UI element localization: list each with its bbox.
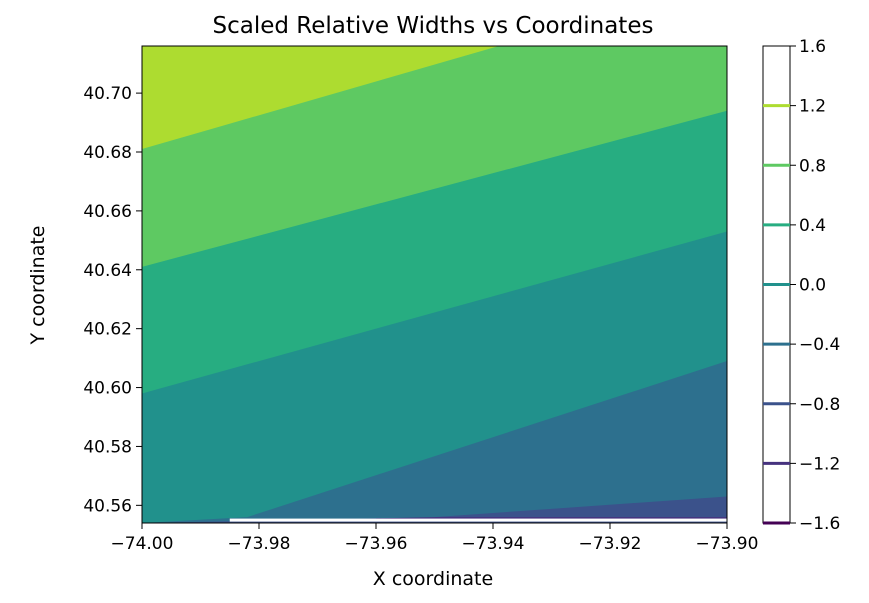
y-tick-label: 40.68 — [83, 143, 132, 163]
y-tick-label: 40.70 — [83, 84, 132, 104]
colorbar-tick-label: 0.8 — [799, 156, 826, 176]
contour-band-level-6 — [142, 46, 499, 150]
colorbar-tick-label: 0.0 — [799, 276, 826, 296]
y-tick-label: 40.58 — [83, 437, 132, 457]
x-tick-label: −73.92 — [579, 534, 642, 554]
colorbar-ticks: −1.6 −1.2 −0.8 −0.4 0.0 0.4 0.8 1.2 1.6 — [790, 37, 840, 534]
colorbar-tick-label: 1.6 — [799, 37, 826, 57]
colorbar-tick-label: −0.8 — [799, 395, 840, 415]
colorbar-tick-label: 1.2 — [799, 97, 826, 117]
contour-bands — [142, 46, 727, 523]
y-tick-label: 40.64 — [83, 261, 132, 281]
y-tick-label: 40.60 — [83, 379, 132, 399]
plot-area — [141, 45, 728, 524]
x-tick-label: −73.90 — [696, 534, 759, 554]
colorbar: −1.6 −1.2 −0.8 −0.4 0.0 0.4 0.8 1.2 1.6 — [762, 37, 840, 534]
y-tick-label: 40.66 — [83, 202, 132, 222]
colorbar-level-lines — [763, 104, 790, 525]
colorbar-tick-label: 0.4 — [799, 216, 826, 236]
colorbar-tick-label: −1.2 — [799, 454, 840, 474]
x-tick-label: −73.94 — [462, 534, 525, 554]
colorbar-tick-label: −0.4 — [799, 335, 840, 355]
x-axis-label: X coordinate — [373, 568, 493, 590]
x-tick-label: −74.00 — [111, 534, 174, 554]
plot-frame — [141, 45, 728, 524]
chart-title: Scaled Relative Widths vs Coordinates — [213, 13, 654, 39]
x-axis: −74.00 −73.98 −73.96 −73.94 −73.92 −73.90 — [111, 523, 759, 554]
colorbar-tick-label: −1.6 — [799, 514, 840, 534]
y-tick-label: 40.62 — [83, 320, 132, 340]
y-axis: 40.56 40.58 40.60 40.62 40.64 40.66 40.68 40.70 — [83, 84, 142, 516]
x-tick-label: −73.96 — [345, 534, 408, 554]
y-tick-label: 40.56 — [83, 496, 132, 516]
y-axis-label: Y coordinate — [27, 226, 49, 346]
x-tick-label: −73.98 — [228, 534, 291, 554]
contour-gap — [229, 518, 727, 522]
